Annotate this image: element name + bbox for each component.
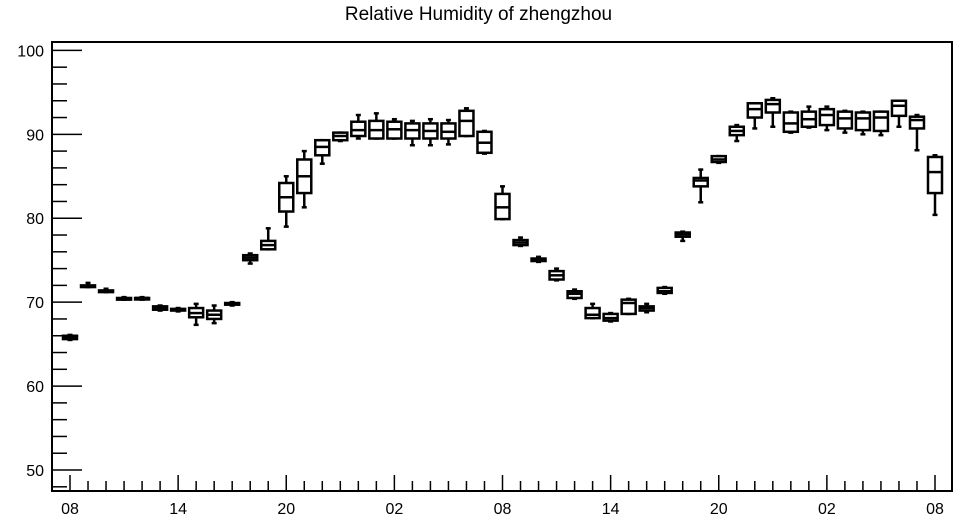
x-tick-label: 08 [61,501,79,518]
box-plot [548,267,565,282]
box-plot [728,123,746,143]
box-iqr [926,155,944,195]
box-plot [386,117,403,140]
y-tick-label: 100 [17,43,44,60]
box-plot [800,105,818,129]
box-plot [710,154,727,165]
box-iqr [350,120,367,138]
box-iqr [692,176,709,188]
chart-title: Relative Humidity of zhengzhou [344,4,613,25]
x-tick-label: 20 [277,501,295,518]
box-plot [440,118,457,146]
box-plot [782,110,800,134]
y-tick-label: 90 [26,127,44,144]
x-tick-label: 08 [494,501,512,518]
box-plot [61,333,79,342]
x-tick-label: 14 [602,501,620,518]
box-plot [764,96,782,129]
box-plot [494,185,511,221]
box-plot [458,107,475,138]
box-plot [404,119,421,147]
box-plot [674,230,691,243]
box-plot [854,110,872,136]
plot-frame [51,41,953,492]
box-plot [79,281,97,289]
box-plot [223,300,241,307]
y-tick-label: 60 [26,379,44,396]
box-plot [169,306,187,313]
x-tick-label: 08 [926,501,944,518]
x-tick-label: 20 [710,501,728,518]
box-iqr [818,107,836,127]
x-tick-label: 14 [169,501,187,518]
box-plot [890,99,908,129]
box-iqr [764,98,782,114]
box-iqr [584,306,601,320]
box-plot [296,149,313,209]
y-tick-label: 50 [26,463,44,480]
box-iqr [458,109,475,138]
box-plot [620,297,637,316]
box-plot [602,311,619,323]
box-plot [908,113,926,152]
box-plot [818,105,836,132]
box-plot [656,285,673,296]
y-tick-label: 70 [26,295,44,312]
box-plot [566,288,583,301]
box-plot [422,117,439,147]
box-plot [638,302,655,314]
box-plot [872,110,890,137]
box-plot [584,302,601,320]
box-plot [512,236,529,248]
box-plot [746,102,764,130]
x-tick-label: 02 [818,501,836,518]
box-iqr [890,99,908,118]
box-iqr [908,115,926,130]
box-plot [530,255,547,264]
x-tick-label: 02 [385,501,403,518]
box-plot [350,113,367,140]
box-plot [259,227,277,251]
box-plot [151,304,169,312]
box-plot [836,109,854,134]
box-plot [368,112,385,140]
box-plot [692,168,709,204]
box-plot [476,129,493,155]
box-plot [926,154,944,217]
box-plot [241,252,259,265]
box-plot [187,302,205,327]
box-plot [115,295,133,301]
box-iqr [782,111,800,134]
box-plot [205,304,223,325]
box-iqr [836,110,854,130]
box-plot [97,287,115,294]
box-plot [133,295,151,301]
box-iqr [872,110,890,133]
box-plot [332,131,349,143]
box-plot [278,175,295,228]
box-iqr [746,102,764,119]
box-plot [314,138,331,165]
box-iqr [854,111,872,132]
y-tick-label: 80 [26,211,44,228]
